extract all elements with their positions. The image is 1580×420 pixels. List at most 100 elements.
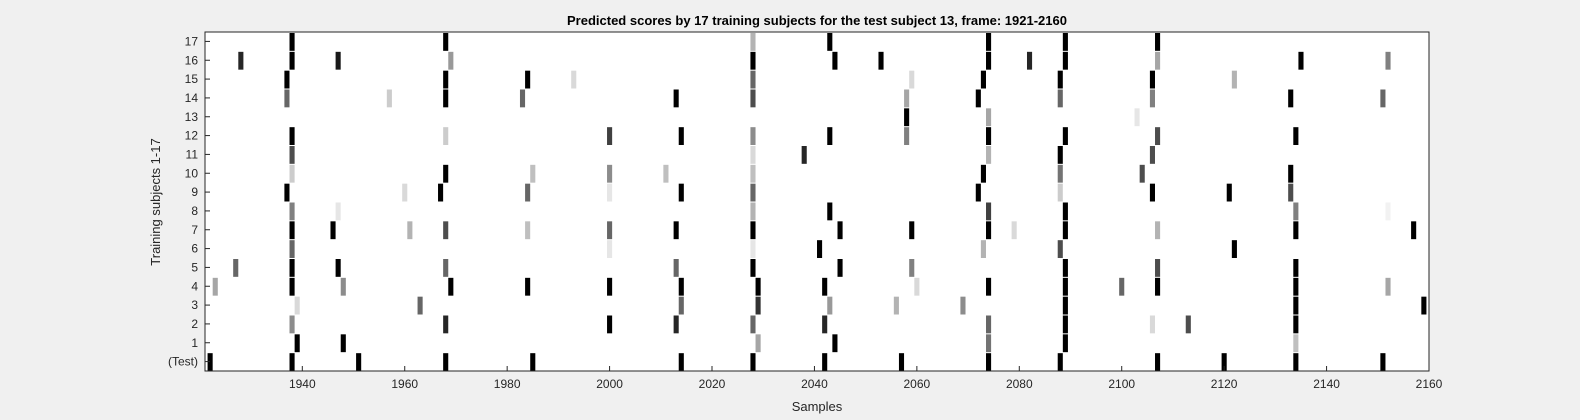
x-tick-label: 2000 bbox=[596, 377, 623, 391]
score-cell bbox=[980, 70, 986, 89]
score-cell bbox=[1149, 70, 1155, 89]
score-cell bbox=[1385, 277, 1391, 296]
score-cell bbox=[1155, 277, 1161, 296]
score-cell bbox=[1057, 146, 1063, 164]
score-cell bbox=[986, 277, 992, 296]
score-cell bbox=[1155, 127, 1161, 145]
score-cell bbox=[443, 33, 449, 51]
score-cell bbox=[986, 127, 992, 145]
score-cell bbox=[986, 51, 992, 70]
score-cell bbox=[960, 296, 966, 315]
score-cell bbox=[1062, 259, 1068, 277]
score-cell bbox=[1057, 240, 1063, 258]
score-cell bbox=[904, 127, 910, 145]
score-cell bbox=[356, 353, 362, 371]
score-cell bbox=[525, 277, 531, 296]
score-cell bbox=[750, 51, 756, 70]
score-cell bbox=[340, 277, 346, 296]
score-cell bbox=[673, 89, 679, 108]
score-cell bbox=[975, 183, 981, 202]
y-tick-label: 12 bbox=[185, 129, 199, 143]
score-cell bbox=[980, 240, 986, 258]
score-cell bbox=[407, 221, 413, 240]
score-cell bbox=[822, 353, 828, 371]
y-tick-label: 16 bbox=[185, 53, 199, 67]
score-cell bbox=[801, 146, 807, 164]
score-cell bbox=[827, 33, 833, 51]
score-cell bbox=[1155, 51, 1161, 70]
y-tick-label: 3 bbox=[191, 298, 198, 312]
score-cell bbox=[1293, 202, 1299, 221]
score-cell bbox=[386, 89, 392, 108]
score-cell bbox=[1293, 353, 1299, 371]
score-cell bbox=[1062, 127, 1068, 145]
score-cell bbox=[607, 240, 613, 258]
x-tick-label: 2100 bbox=[1108, 377, 1135, 391]
score-cell bbox=[1221, 353, 1227, 371]
score-cell bbox=[914, 277, 920, 296]
score-cell bbox=[909, 221, 915, 240]
score-cell bbox=[909, 259, 915, 277]
score-cell bbox=[1062, 334, 1068, 353]
score-cell bbox=[986, 334, 992, 353]
score-cell bbox=[289, 221, 295, 240]
score-cell bbox=[980, 164, 986, 183]
score-cell bbox=[1062, 202, 1068, 221]
score-cell bbox=[1155, 33, 1161, 51]
score-cell bbox=[673, 315, 679, 334]
score-cell bbox=[340, 334, 346, 353]
plot-area bbox=[205, 32, 1429, 371]
score-cell bbox=[438, 183, 444, 202]
score-cell bbox=[975, 89, 981, 108]
score-cell bbox=[1231, 240, 1237, 258]
score-cell bbox=[1293, 127, 1299, 145]
score-cell bbox=[1385, 51, 1391, 70]
score-cell bbox=[1411, 221, 1417, 240]
x-tick-label: 2120 bbox=[1211, 377, 1238, 391]
score-cell bbox=[330, 221, 336, 240]
score-cell bbox=[443, 164, 449, 183]
score-cell bbox=[1293, 277, 1299, 296]
score-cell bbox=[827, 202, 833, 221]
score-cell bbox=[212, 277, 218, 296]
score-cell bbox=[284, 89, 290, 108]
score-cell bbox=[904, 89, 910, 108]
score-cell bbox=[289, 259, 295, 277]
score-cell bbox=[673, 259, 679, 277]
x-tick-label: 2020 bbox=[699, 377, 726, 391]
score-cell bbox=[294, 296, 300, 315]
score-cell bbox=[750, 146, 756, 164]
score-cell bbox=[1380, 353, 1386, 371]
score-cell bbox=[832, 334, 838, 353]
score-cell bbox=[1421, 296, 1427, 315]
chart-title: Predicted scores by 17 training subjects… bbox=[567, 13, 1067, 28]
score-cell bbox=[607, 277, 613, 296]
score-cell bbox=[986, 202, 992, 221]
score-cell bbox=[1062, 33, 1068, 51]
score-cell bbox=[417, 296, 423, 315]
x-tick-label: 2140 bbox=[1313, 377, 1340, 391]
score-cell bbox=[443, 259, 449, 277]
x-axis-label: Samples bbox=[792, 399, 843, 414]
score-cell bbox=[909, 70, 915, 89]
score-cell bbox=[1062, 51, 1068, 70]
score-cell bbox=[238, 51, 244, 70]
score-cell bbox=[986, 315, 992, 334]
score-cell bbox=[289, 127, 295, 145]
score-cell bbox=[607, 315, 613, 334]
score-cell bbox=[878, 51, 884, 70]
y-tick-label: 11 bbox=[186, 147, 199, 161]
score-cell bbox=[1026, 51, 1033, 70]
score-cell bbox=[448, 277, 454, 296]
score-cell bbox=[289, 353, 295, 371]
score-cell bbox=[750, 240, 756, 258]
score-cell bbox=[1149, 146, 1155, 164]
score-cell bbox=[822, 277, 828, 296]
score-cell bbox=[837, 221, 843, 240]
y-tick-label: 4 bbox=[191, 279, 198, 293]
score-cell bbox=[678, 277, 684, 296]
score-cell bbox=[1185, 315, 1191, 334]
score-marks bbox=[207, 33, 1427, 371]
score-cell bbox=[335, 202, 341, 221]
